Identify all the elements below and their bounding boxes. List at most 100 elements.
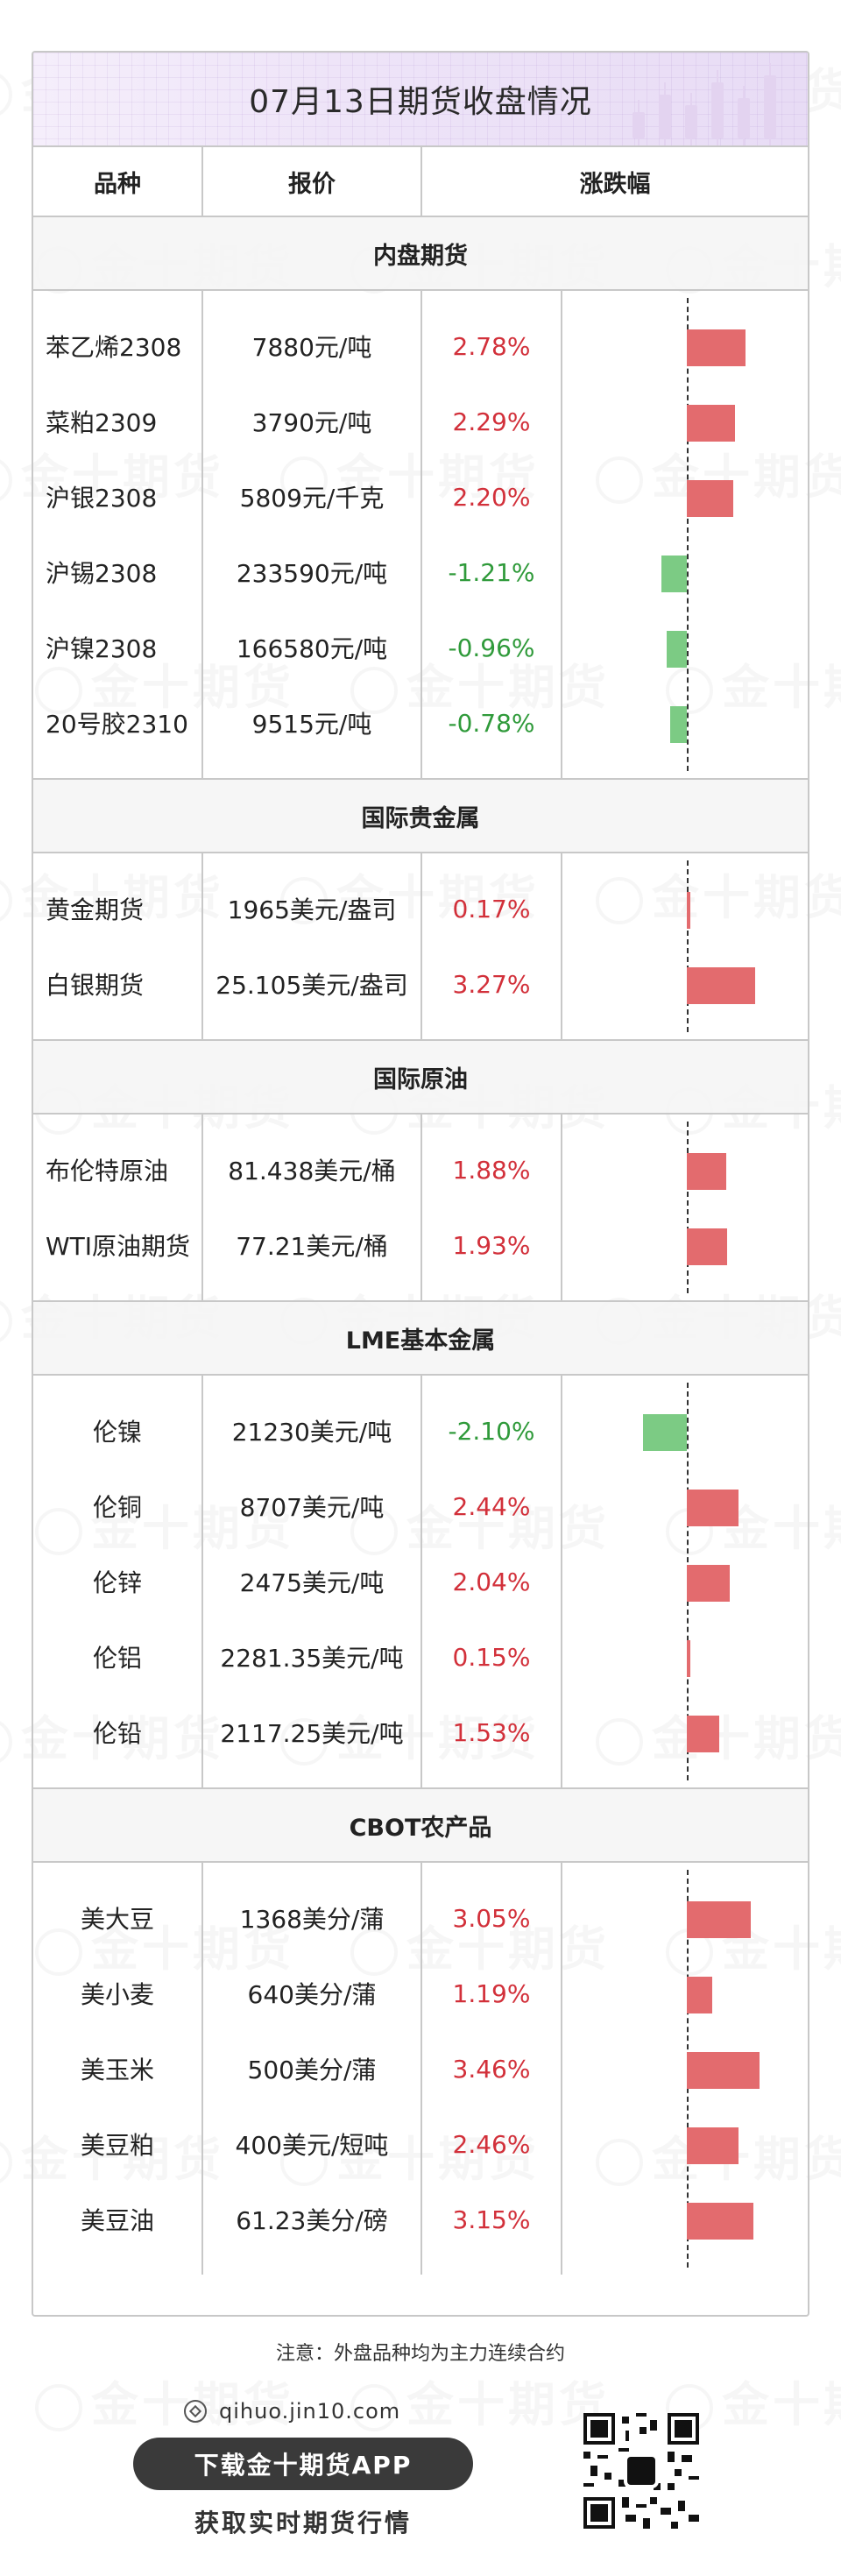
candlestick-decoration [624,58,799,145]
bar-row [562,1956,808,2031]
change-bar-column [562,1863,808,2275]
commodity-price: 9515元/吨 [251,710,372,739]
bar-row [562,384,808,459]
name-column: 美大豆 美小麦 美玉米 美豆粕 美豆油 [33,1863,203,2275]
change-percent: 1.53% [452,1717,531,1747]
change-percent: 2.20% [452,482,531,512]
section-body: 美大豆 美小麦 美玉米 美豆粕 美豆油 1368美分/蒲 640美分/蒲 500美分/蒲 400… [33,1863,808,2275]
change-column: 3.05% 1.19% 3.46% 2.46% 3.15% [422,1863,562,2275]
section-body: 苯乙烯2308 菜粕2309 沪银2308 沪锡2308 沪镍2308 20号胶2310 7… [33,291,808,780]
commodity-name: 伦铅 [92,1719,142,1748]
section-title: 国际贵金属 [33,780,808,853]
change-bar [687,1716,719,1752]
change-percent: 2.44% [452,1491,531,1521]
change-bar [687,1153,727,1190]
footer-slogan: 获取实时期货行情 [194,2509,412,2537]
bar-row [562,308,808,384]
bar-row [562,1544,808,1619]
section-body: 伦镍 伦铜 伦锌 伦铝 伦铅 21230美元/吨 8707美元/吨 2475美元/吨 2281.… [33,1376,808,1789]
section-body: 布伦特原油 WTI原油期货 81.438美元/桶 77.21美元/桶 1.88% 1.93… [33,1115,808,1302]
commodity-name: 黄金期货 [46,895,145,924]
zero-axis-line [687,298,689,771]
change-percent: 0.15% [452,1642,531,1672]
change-percent: -0.78% [448,708,535,738]
change-bar [687,1901,752,1938]
bar-row [562,1132,808,1207]
change-bar [687,480,733,517]
commodity-name: 美大豆 [80,1905,154,1934]
commodity-price: 25.105美元/盎司 [216,971,408,1000]
commodity-price: 21230美元/吨 [231,1418,392,1447]
change-column: 1.88% 1.93% [422,1115,562,1300]
commodity-price: 2475美元/吨 [239,1568,385,1597]
change-percent: 1.88% [452,1155,531,1185]
site-link[interactable]: qihuo.jin10.com [184,2399,400,2424]
bar-row [562,459,808,534]
name-column: 苯乙烯2308 菜粕2309 沪银2308 沪锡2308 沪镍2308 20号胶2310 [33,291,203,778]
change-percent: -0.96% [448,633,535,662]
commodity-name: 沪银2308 [46,484,158,513]
commodity-name: 伦锌 [92,1568,142,1597]
commodity-name: 白银期货 [46,971,145,1000]
change-column: 2.78% 2.29% 2.20% -1.21% -0.96% -0.78% [422,291,562,778]
bar-row [562,2106,808,2182]
change-bar-column [562,853,808,1039]
change-percent: 2.78% [452,331,531,361]
change-bar [670,706,687,743]
bar-row [562,685,808,761]
bar-row [562,2031,808,2106]
change-column: -2.10% 2.44% 2.04% 0.15% 1.53% [422,1376,562,1787]
zero-axis-line [687,860,689,1032]
change-percent: 2.46% [452,2129,531,2159]
commodity-price: 233590元/吨 [236,559,388,588]
commodity-price: 1965美元/盎司 [227,895,397,924]
change-bar [687,405,735,442]
commodity-name: 沪镍2308 [46,634,158,663]
site-url: qihuo.jin10.com [219,2399,401,2424]
change-bar [642,1414,687,1451]
change-bar-column [562,1376,808,1787]
change-percent: 3.05% [452,1903,531,1933]
price-column: 21230美元/吨 8707美元/吨 2475美元/吨 2281.35美元/吨 2117… [203,1376,422,1787]
change-bar [687,1977,712,2013]
commodity-price: 3790元/吨 [251,408,372,437]
name-column: 布伦特原油 WTI原油期货 [33,1115,203,1300]
bar-row [562,871,808,946]
change-bar [661,556,687,592]
price-column: 81.438美元/桶 77.21美元/桶 [203,1115,422,1300]
price-column: 1965美元/盎司 25.105美元/盎司 [203,853,422,1039]
commodity-name: 美豆油 [80,2206,154,2235]
change-bar [687,329,746,366]
commodity-name: 美小麦 [80,1980,154,2009]
name-column: 伦镍 伦铜 伦锌 伦铝 伦铅 [33,1376,203,1787]
bar-row [562,1880,808,1956]
commodity-name: 伦镍 [92,1418,142,1447]
qr-code-icon [583,2413,699,2529]
price-column: 7880元/吨 3790元/吨 5809元/千克 233590元/吨 166580元/吨… [203,291,422,778]
download-app-button[interactable]: 下载金十期货APP [133,2438,473,2490]
change-bar [687,1565,730,1602]
commodity-price: 2281.35美元/吨 [220,1644,404,1673]
header-change: 涨跌幅 [579,170,651,198]
header-price: 报价 [203,147,422,216]
bar-row [562,1619,808,1695]
change-bar [687,1228,728,1265]
commodity-price: 61.23美分/磅 [236,2206,388,2235]
section-body: 黄金期货白银期货 1965美元/盎司 25.105美元/盎司 0.17% 3.27% [33,853,808,1041]
change-percent: 3.27% [452,969,531,999]
section-title: 内盘期货 [33,217,808,291]
table-header: 品种 报价 涨跌幅 [33,147,808,217]
section-title: CBOT农产品 [33,1789,808,1863]
commodity-price: 640美分/蒲 [247,1980,377,2009]
change-column: 0.17% 3.27% [422,853,562,1039]
change-percent: 3.46% [452,2054,531,2084]
bar-row [562,1695,808,1770]
section-title: 国际原油 [33,1041,808,1115]
change-percent: -2.10% [448,1416,535,1446]
change-bar [687,2052,760,2089]
change-bar-column [562,1115,808,1300]
change-percent: 0.17% [452,894,531,924]
change-bar [687,892,691,929]
page-title: 07月13日期货收盘情况 [249,84,592,120]
commodity-price: 400美元/短吨 [235,2131,389,2160]
